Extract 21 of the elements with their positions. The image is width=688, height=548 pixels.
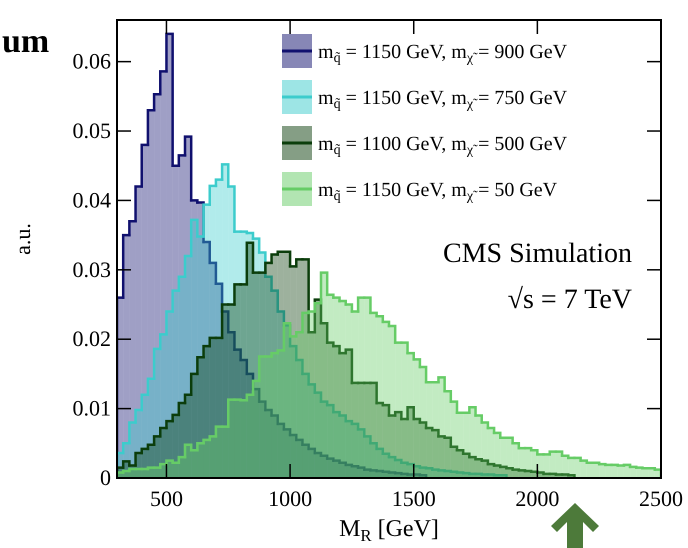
legend-label: m$_{q̃}$ = 1150 GeV, m$_{χ̃}$ = 900 GeV: [318, 41, 568, 66]
y-axis-title: a.u.: [10, 223, 35, 255]
y-tick-label: 0.05: [72, 118, 111, 144]
legend-label: m$_{q̃}$ = 1150 GeV, m$_{χ̃}$ = 750 GeV: [318, 87, 568, 112]
x-tick-label: 1000: [268, 486, 312, 511]
y-tick-label: 0.03: [72, 256, 111, 282]
y-tick-label: 0: [100, 465, 111, 490]
annotation: CMS Simulation: [442, 238, 632, 269]
annotation: √s = 7 TeV: [508, 284, 632, 315]
legend-label: m$_{q̃}$ = 1150 GeV, m$_{χ̃}$ = 50 GeV: [318, 179, 558, 204]
y-tick-label: 0.06: [72, 48, 111, 74]
y-tick-label: 0.04: [72, 187, 111, 212]
x-tick-label: 1500: [392, 486, 436, 511]
text: um: [2, 23, 50, 60]
x-axis-title: M$_{R}$ [GeV]: [339, 516, 439, 546]
x-tick-label: 2500: [639, 486, 683, 511]
x-tick-label: 500: [150, 486, 183, 511]
x-tick-label: 2000: [515, 486, 560, 511]
legend-label: m$_{q̃}$ = 1100 GeV, m$_{χ̃}$ = 500 GeV: [318, 133, 568, 158]
y-tick-label: 0.01: [72, 396, 111, 421]
y-tick-label: 0.02: [72, 326, 111, 352]
